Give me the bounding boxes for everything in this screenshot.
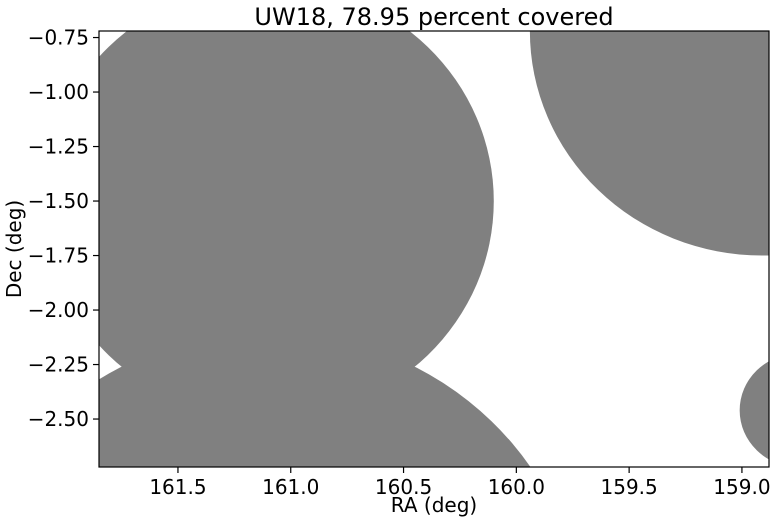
y-tick-label: −2.25 xyxy=(28,353,89,377)
x-axis: 161.5 161.0 160.5 160.0 159.5 159.0 xyxy=(149,467,771,499)
disk-upper-right xyxy=(529,31,769,256)
disk-upper-left xyxy=(99,31,494,419)
x-tick-label: 161.5 xyxy=(149,475,206,499)
y-tick-label: −1.00 xyxy=(28,80,89,104)
x-tick-label: 160.0 xyxy=(488,475,545,499)
x-tick-label: 159.0 xyxy=(713,475,770,499)
x-tick-label: 160.5 xyxy=(375,475,432,499)
y-axis: −0.75 −1.00 −1.25 −1.50 −1.75 −2.00 −2.25 −2.50 xyxy=(28,26,99,431)
y-tick-label: −1.25 xyxy=(28,135,89,159)
y-axis-label: Dec (deg) xyxy=(2,200,26,298)
x-tick-label: 161.0 xyxy=(262,475,319,499)
chart-title: UW18, 78.95 percent covered xyxy=(254,3,613,31)
disk-lower-left xyxy=(99,331,531,467)
y-tick-label: −2.50 xyxy=(28,407,89,431)
x-axis-label: RA (deg) xyxy=(391,493,477,517)
y-tick-label: −1.75 xyxy=(28,244,89,268)
x-tick-label: 159.5 xyxy=(601,475,658,499)
y-tick-label: −1.50 xyxy=(28,189,89,213)
y-tick-label: −0.75 xyxy=(28,26,89,50)
disk-lower-right xyxy=(739,361,769,460)
plot-frame xyxy=(98,30,770,468)
y-tick-label: −2.00 xyxy=(28,298,89,322)
